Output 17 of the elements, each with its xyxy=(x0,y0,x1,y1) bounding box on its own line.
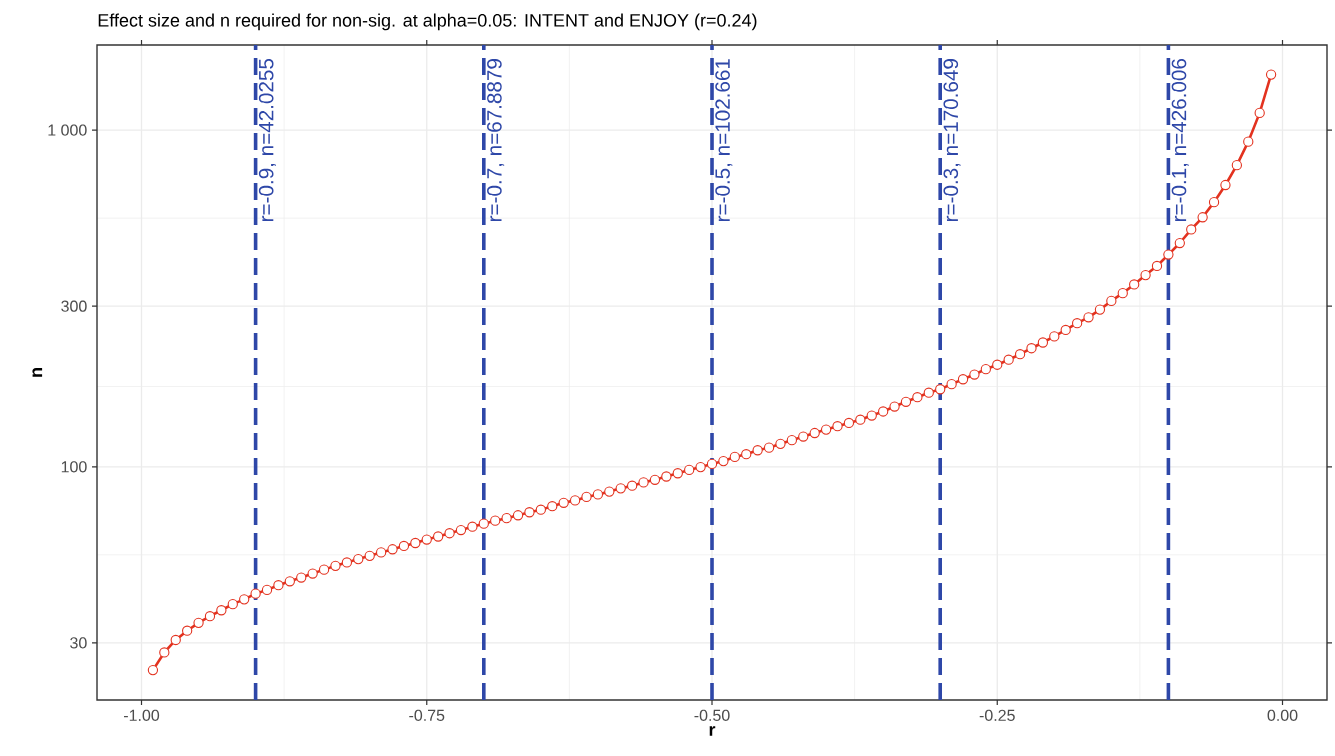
x-tick-label: -0.75 xyxy=(409,709,445,721)
x-axis-title: r xyxy=(709,726,716,736)
x-tick-label: -0.25 xyxy=(979,709,1015,721)
y-tick-label: 1 000 xyxy=(48,124,87,136)
ref-line-label: r=-0.7, n=67.8879 xyxy=(487,59,505,222)
ref-line-label: r=-0.5, n=102.661 xyxy=(715,59,733,222)
ref-line-label: r=-0.3, n=170.649 xyxy=(943,59,961,222)
x-tick-label: 0.00 xyxy=(1267,709,1298,721)
x-tick-label: -1.00 xyxy=(123,709,160,721)
y-tick-label: 300 xyxy=(61,300,87,312)
ref-line-label: r=-0.1, n=426.006 xyxy=(1171,59,1189,222)
y-axis-title: n xyxy=(32,368,43,377)
y-tick-label: 30 xyxy=(70,637,87,649)
y-tick-label: 100 xyxy=(61,461,87,473)
ref-line-label: r=-0.9, n=42.0255 xyxy=(258,58,276,222)
chart-title: Effect size and n required for non-sig. at alpha=0.05: INTENT and ENJOY (r=0.24) xyxy=(98,13,757,31)
x-tick-label: -0.50 xyxy=(694,709,730,721)
